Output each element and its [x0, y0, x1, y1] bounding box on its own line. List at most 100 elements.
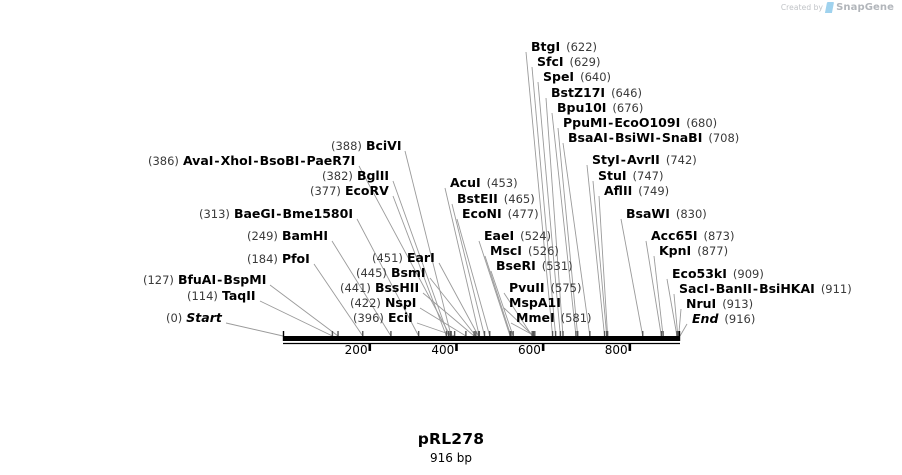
enzyme-name-taqii-0[interactable]: TaqII [221, 288, 256, 303]
enzyme-site-label-bpu10i[interactable]: Bpu10I (676) [557, 100, 643, 115]
enzyme-name-pfoi-0[interactable]: PfoI [281, 251, 310, 266]
enzyme-site-label-eaei[interactable]: EaeI (524) [484, 228, 551, 243]
enzyme-site-label-bsmi[interactable]: (445) BsmI [356, 265, 426, 280]
enzyme-site-label-nspi[interactable]: (422) NspI [350, 295, 417, 310]
enzyme-name-styi-1[interactable]: AvrII [626, 152, 660, 167]
enzyme-site-label-ecii[interactable]: (396) EciI [353, 310, 413, 325]
enzyme-name-ecii-0[interactable]: EciI [387, 310, 413, 325]
enzyme-name-bglii-0[interactable]: BglII [356, 168, 389, 183]
enzyme-separator: - [608, 115, 614, 130]
enzyme-site-label-bsaai[interactable]: BsaAI-BsiWI-SnaBI (708) [568, 130, 739, 145]
enzyme-site-label-styi[interactable]: StyI-AvrII (742) [592, 152, 697, 167]
enzyme-name-pvuii-0[interactable]: PvuII [509, 280, 545, 295]
enzyme-site-label-eco53ki[interactable]: Eco53kI (909) [672, 266, 764, 281]
enzyme-name-eco53ki-0[interactable]: Eco53kI [672, 266, 727, 281]
enzyme-site-label-bamhi[interactable]: (249) BamHI [247, 228, 329, 243]
enzyme-name-eaei-0[interactable]: EaeI [484, 228, 515, 243]
enzyme-name-mmei-0[interactable]: MmeI [516, 310, 555, 325]
enzyme-name-start-0[interactable]: Start [186, 310, 222, 325]
enzyme-site-label-aflii[interactable]: AflII (749) [604, 183, 669, 198]
enzyme-name-bfuai-1[interactable]: BspMI [223, 272, 267, 287]
enzyme-site-label-bsawi[interactable]: BsaWI (830) [626, 206, 707, 221]
enzyme-name-btgi-0[interactable]: BtgI [531, 39, 561, 54]
enzyme-site-label-kpni[interactable]: KpnI (877) [659, 243, 728, 258]
enzyme-site-label-end[interactable]: End (916) [692, 311, 755, 326]
enzyme-name-avai-2[interactable]: BsoBI [259, 153, 300, 168]
enzyme-name-msci-0[interactable]: MscI [490, 243, 522, 258]
enzyme-name-aflii-0[interactable]: AflII [604, 183, 633, 198]
enzyme-site-label-ppumi[interactable]: PpuMI-EcoO109I (680) [563, 115, 717, 130]
enzyme-site-label-sfci[interactable]: SfcI (629) [537, 54, 601, 69]
enzyme-site-label-saci[interactable]: SacI-BanII-BsiHKAI (911) [679, 281, 852, 296]
enzyme-site-label-bglii[interactable]: (382) BglII [322, 168, 389, 183]
enzyme-name-saci-1[interactable]: BanII [715, 281, 752, 296]
enzyme-site-label-acui[interactable]: AcuI (453) [450, 175, 518, 190]
site-position-avai: (386) [148, 154, 179, 168]
enzyme-name-bsaai-0[interactable]: BsaAI [568, 130, 608, 145]
enzyme-name-ppumi-0[interactable]: PpuMI [563, 115, 608, 130]
enzyme-name-sfci-0[interactable]: SfcI [537, 54, 564, 69]
enzyme-site-label-econi[interactable]: EcoNI (477) [462, 206, 539, 221]
enzyme-name-end-0[interactable]: End [692, 311, 719, 326]
enzyme-site-label-bcivi[interactable]: (388) BciVI [331, 138, 402, 153]
site-position-sfci: (629) [569, 55, 601, 69]
enzyme-name-avai-3[interactable]: PaeR7I [306, 153, 356, 168]
enzyme-site-label-baegi[interactable]: (313) BaeGI-Bme1580I [199, 206, 353, 221]
enzyme-site-label-eari[interactable]: (451) EarI [372, 250, 435, 265]
enzyme-name-bsmi-0[interactable]: BsmI [390, 265, 426, 280]
enzyme-name-acui-0[interactable]: AcuI [450, 175, 481, 190]
enzyme-name-bfuai-0[interactable]: BfuAI [177, 272, 217, 287]
enzyme-site-label-bstz17i[interactable]: BstZ17I (646) [551, 85, 642, 100]
enzyme-name-saci-0[interactable]: SacI [679, 281, 709, 296]
enzyme-site-label-acc65i[interactable]: Acc65I (873) [651, 228, 734, 243]
enzyme-name-ecorv-0[interactable]: EcoRV [344, 183, 389, 198]
enzyme-site-label-stui[interactable]: StuI (747) [598, 168, 663, 183]
enzyme-name-styi-0[interactable]: StyI [592, 152, 620, 167]
enzyme-site-label-msci[interactable]: MscI (526) [490, 243, 559, 258]
enzyme-site-label-spei[interactable]: SpeI (640) [543, 69, 611, 84]
enzyme-name-bsawi-0[interactable]: BsaWI [626, 206, 670, 221]
enzyme-name-mspa1i-0[interactable]: MspA1I [509, 295, 561, 310]
enzyme-name-bcivi-0[interactable]: BciVI [365, 138, 402, 153]
enzyme-name-econi-0[interactable]: EcoNI [462, 206, 502, 221]
enzyme-site-label-taqii[interactable]: (114) TaqII [187, 288, 256, 303]
enzyme-name-stui-0[interactable]: StuI [598, 168, 627, 183]
enzyme-site-label-bfuai[interactable]: (127) BfuAI-BspMI [143, 272, 267, 287]
enzyme-site-label-bsshii[interactable]: (441) BssHII [340, 280, 420, 295]
enzyme-site-label-pvuii[interactable]: PvuII (575) [509, 280, 581, 295]
enzyme-name-bsaai-1[interactable]: BsiWI [614, 130, 655, 145]
enzyme-site-label-ecorv[interactable]: (377) EcoRV [310, 183, 389, 198]
enzyme-site-label-bsteii[interactable]: BstEII (465) [457, 191, 535, 206]
enzyme-site-label-nrui[interactable]: NruI (913) [686, 296, 754, 311]
enzyme-name-nspi-0[interactable]: NspI [384, 295, 417, 310]
site-position-eco53ki: (909) [732, 267, 764, 281]
enzyme-name-kpni-0[interactable]: KpnI [659, 243, 692, 258]
enzyme-name-acc65i-0[interactable]: Acc65I [651, 228, 698, 243]
enzyme-name-bstz17i-0[interactable]: BstZ17I [551, 85, 606, 100]
enzyme-name-bsaai-2[interactable]: SnaBI [661, 130, 703, 145]
enzyme-name-baegi-0[interactable]: BaeGI [233, 206, 276, 221]
enzyme-name-eari-0[interactable]: EarI [406, 250, 435, 265]
enzyme-site-label-start[interactable]: (0) Start [166, 310, 222, 325]
enzyme-site-label-bseri[interactable]: BseRI (531) [496, 258, 573, 273]
enzyme-name-baegi-1[interactable]: Bme1580I [282, 206, 353, 221]
enzyme-name-bamhi-0[interactable]: BamHI [281, 228, 329, 243]
axis-tick-label-600: 600 [518, 343, 541, 357]
enzyme-name-bsshii-0[interactable]: BssHII [374, 280, 420, 295]
enzyme-name-bpu10i-0[interactable]: Bpu10I [557, 100, 607, 115]
enzyme-site-label-mspa1i[interactable]: MspA1I [509, 296, 561, 309]
enzyme-name-saci-2[interactable]: BsiHKAI [759, 281, 815, 296]
enzyme-name-bsteii-0[interactable]: BstEII [457, 191, 498, 206]
enzyme-separator: - [608, 130, 614, 145]
enzyme-name-ppumi-1[interactable]: EcoO109I [614, 115, 681, 130]
enzyme-name-avai-0[interactable]: AvaI [182, 153, 214, 168]
enzyme-site-label-avai[interactable]: (386) AvaI-XhoI-BsoBI-PaeR7I [148, 153, 356, 168]
site-position-nrui: (913) [722, 297, 754, 311]
enzyme-site-label-btgi[interactable]: BtgI (622) [531, 39, 597, 54]
enzyme-site-label-pfoi[interactable]: (184) PfoI [247, 251, 310, 266]
enzyme-site-label-mmei[interactable]: MmeI (581) [516, 310, 592, 325]
enzyme-name-bseri-0[interactable]: BseRI [496, 258, 536, 273]
enzyme-name-avai-1[interactable]: XhoI [220, 153, 253, 168]
enzyme-name-nrui-0[interactable]: NruI [686, 296, 717, 311]
enzyme-name-spei-0[interactable]: SpeI [543, 69, 575, 84]
